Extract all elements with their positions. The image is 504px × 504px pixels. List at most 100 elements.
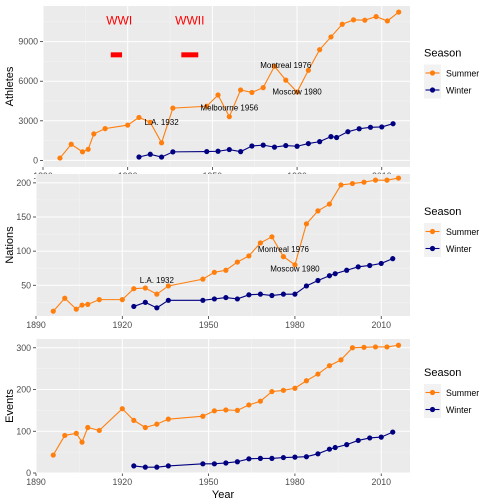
y-axis-title: Events (4, 389, 16, 423)
data-point-summer (326, 363, 333, 369)
legend-title: Season (424, 206, 461, 218)
data-point-summer (280, 387, 287, 393)
data-point-summer (125, 122, 131, 128)
data-point-summer (136, 114, 142, 121)
data-point-summer (62, 295, 68, 301)
data-point-winter (378, 434, 384, 440)
data-point-summer (294, 89, 300, 95)
legend-key-point (429, 228, 436, 235)
data-point-summer (395, 342, 402, 348)
data-point-summer (57, 155, 63, 161)
data-point-winter (292, 291, 298, 297)
data-point-winter (355, 264, 361, 270)
data-point-winter (147, 151, 153, 157)
data-point-winter (246, 292, 252, 298)
data-point-summer (142, 424, 148, 431)
annotation-label: L.A. 1932 (140, 276, 175, 285)
legend: Season Summer Winter (424, 48, 479, 99)
data-point-winter (280, 291, 287, 297)
data-point-summer (317, 47, 323, 53)
annotation-label: Melbourne 1956 (200, 103, 258, 112)
data-point-summer (79, 439, 85, 445)
x-axis-title: Year (212, 489, 235, 501)
data-point-summer (238, 87, 244, 93)
data-point-summer (85, 424, 91, 431)
legend-item-winter: Winter (446, 86, 471, 96)
data-point-winter (131, 463, 137, 469)
data-point-summer (226, 114, 232, 120)
data-point-winter (165, 297, 171, 303)
y-tick-label: 200 (16, 178, 31, 188)
y-tick-label: 200 (16, 385, 31, 395)
data-point-winter (280, 454, 287, 461)
data-point-winter (390, 429, 396, 435)
legend-title: Season (424, 48, 461, 60)
data-point-winter (223, 294, 229, 301)
series-line-winter (138, 123, 394, 158)
x-tick-label: 1980 (285, 320, 305, 330)
y-tick-label: 300 (16, 343, 31, 353)
data-point-summer (292, 385, 298, 391)
y-tick-label: 3000 (18, 116, 38, 126)
data-point-winter (326, 446, 333, 452)
data-point-winter (226, 146, 232, 153)
data-point-winter (154, 305, 160, 311)
data-point-winter (326, 273, 333, 279)
annotation-label: L.A. 1932 (144, 118, 179, 127)
y-axis-title: Nations (4, 226, 16, 264)
legend-key-point (429, 70, 436, 76)
data-point-winter (292, 454, 298, 460)
data-point-winter (271, 144, 278, 150)
data-point-winter (367, 262, 373, 269)
data-point-summer (283, 77, 289, 83)
data-point-winter (269, 292, 275, 299)
data-point-summer (372, 177, 379, 183)
x-tick-label: 2010 (371, 320, 391, 330)
data-point-summer (165, 283, 171, 289)
data-point-winter (234, 459, 240, 465)
plot-background (36, 339, 410, 473)
y-tick-label: 100 (16, 426, 31, 436)
data-point-winter (367, 435, 373, 441)
data-point-winter (158, 154, 165, 160)
y-tick-label: 0 (33, 155, 38, 165)
data-point-summer (326, 201, 333, 207)
data-point-summer (328, 34, 334, 40)
x-tick-label: 1980 (285, 477, 305, 487)
data-point-summer (395, 175, 402, 181)
x-tick-label: 1890 (26, 477, 46, 487)
data-point-summer (361, 179, 367, 185)
series-line-winter (133, 431, 393, 468)
data-point-winter (204, 148, 210, 155)
legend-key-point (429, 87, 436, 93)
data-point-summer (292, 262, 298, 268)
data-point-summer (158, 140, 165, 146)
legend-item-summer: Summer (446, 227, 479, 237)
events-chart: 1890 1920 1950 1980 2010 0 100 200 300 Events Year… (4, 339, 479, 501)
data-point-winter (200, 461, 206, 467)
annotation-label: Montreal 1976 (260, 61, 312, 70)
plot-background (43, 6, 410, 167)
annotation-label: Montreal 1976 (258, 245, 310, 254)
data-point-winter (332, 444, 338, 451)
data-point-winter (334, 134, 340, 141)
legend-item-summer: Summer (446, 69, 479, 79)
data-point-summer (260, 85, 266, 91)
war-period-bar (181, 52, 199, 58)
data-point-summer (257, 398, 263, 404)
data-point-summer (119, 406, 125, 412)
data-point-winter (170, 149, 176, 155)
x-tick-label: 1920 (113, 320, 133, 330)
data-point-summer (280, 254, 287, 260)
y-tick-label: 6000 (18, 76, 38, 86)
annotation-label: Moscow 1980 (270, 265, 320, 274)
x-tick-label: 1920 (113, 477, 133, 487)
data-point-summer (303, 221, 310, 227)
legend-key-point (429, 245, 436, 252)
data-point-winter (223, 460, 229, 466)
x-tick-label: 1950 (199, 477, 219, 487)
data-point-summer (154, 291, 160, 297)
data-point-winter (238, 149, 244, 155)
data-point-summer (73, 306, 79, 312)
